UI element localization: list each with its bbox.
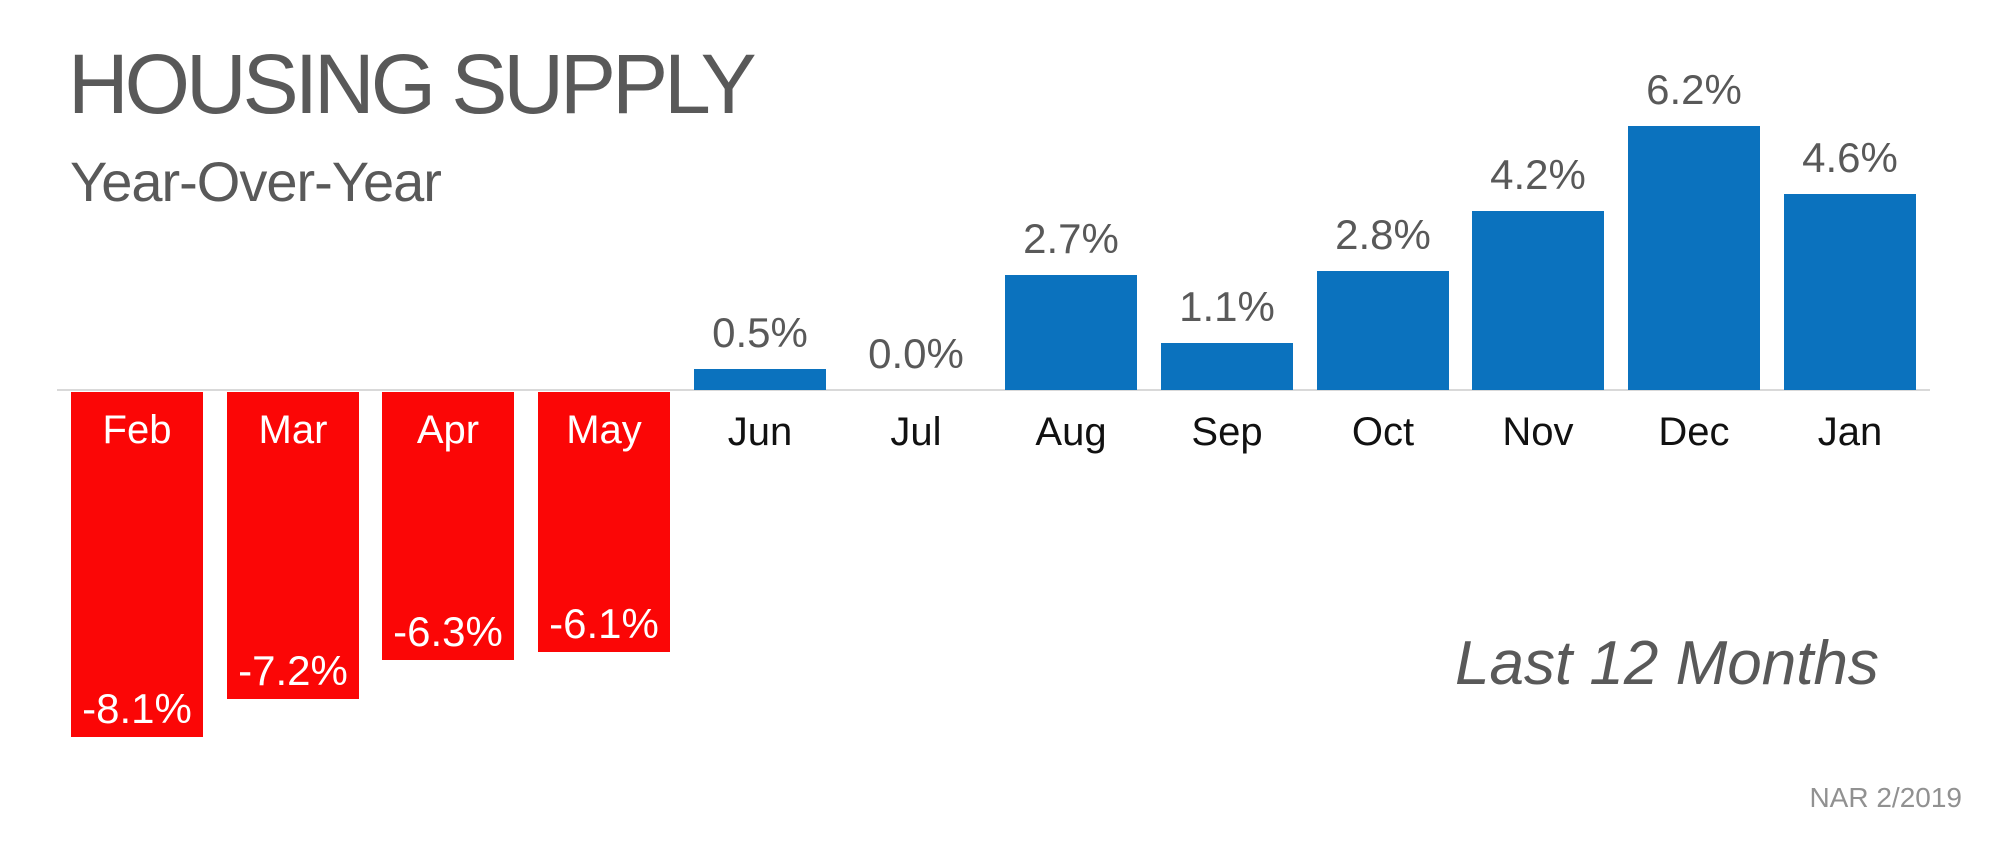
value-label-dec: 6.2% xyxy=(1646,66,1742,113)
period-annotation: Last 12 Months xyxy=(1455,629,1879,698)
value-label-jul: 0.0% xyxy=(868,330,964,377)
month-label-jun: Jun xyxy=(727,410,793,454)
month-label-apr: Apr xyxy=(416,408,480,452)
month-label-dec: Dec xyxy=(1658,410,1730,454)
month-label-aug: Aug xyxy=(1035,410,1107,454)
page-title: HOUSING SUPPLY xyxy=(68,37,757,131)
value-label-nov: 4.2% xyxy=(1490,151,1586,198)
value-label-apr: -6.3% xyxy=(393,608,503,655)
bar-apr xyxy=(382,392,514,660)
month-label-oct: Oct xyxy=(1351,410,1415,454)
bar-jan xyxy=(1784,194,1916,390)
value-label-jan: 4.6% xyxy=(1802,134,1898,181)
bar-dec xyxy=(1628,126,1760,390)
page-subtitle: Year-Over-Year xyxy=(70,150,442,213)
month-label-feb: Feb xyxy=(102,408,172,452)
value-label-mar: -7.2% xyxy=(238,647,348,694)
month-label-jan: Jan xyxy=(1817,410,1883,454)
value-label-feb: -8.1% xyxy=(82,685,192,732)
bar-may xyxy=(538,392,670,652)
bar-aug xyxy=(1005,275,1137,390)
bar-mar xyxy=(227,392,359,699)
bar-oct xyxy=(1317,271,1449,390)
month-label-may: May xyxy=(566,408,642,452)
month-label-nov: Nov xyxy=(1502,410,1574,454)
bar-feb xyxy=(71,392,203,737)
x-axis-line xyxy=(57,389,1930,391)
value-label-aug: 2.7% xyxy=(1023,215,1119,262)
source-attribution: NAR 2/2019 xyxy=(1809,782,1962,813)
value-label-oct: 2.8% xyxy=(1335,211,1431,258)
month-label-mar: Mar xyxy=(258,408,328,452)
value-label-jun: 0.5% xyxy=(712,309,808,356)
value-label-sep: 1.1% xyxy=(1179,283,1275,330)
bar-jun xyxy=(694,369,826,390)
month-label-sep: Sep xyxy=(1191,410,1263,454)
value-label-may: -6.1% xyxy=(549,600,659,647)
month-label-jul: Jul xyxy=(890,410,942,454)
bar-nov xyxy=(1472,211,1604,390)
bar-sep xyxy=(1161,343,1293,390)
